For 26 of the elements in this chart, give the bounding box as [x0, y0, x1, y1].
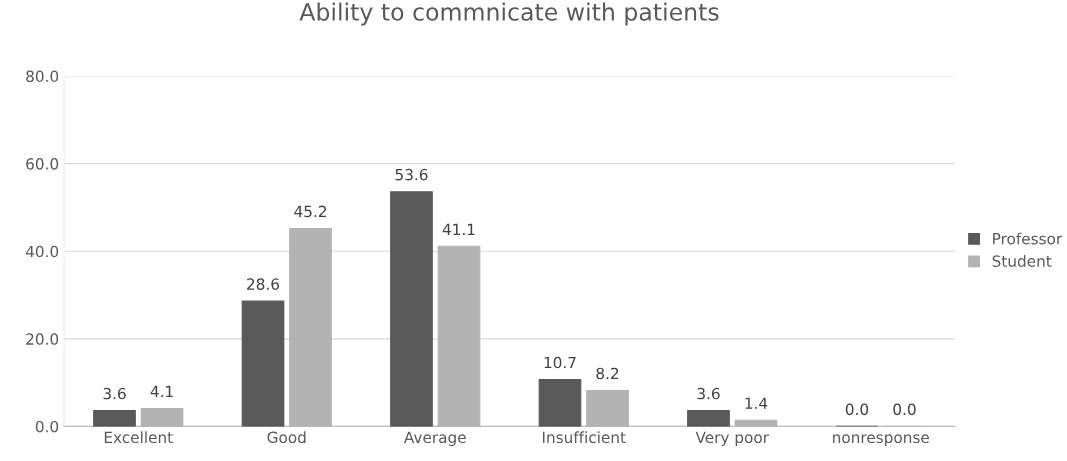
- x-tick-label: Insufficient: [542, 431, 626, 444]
- y-tick-label: 20.0: [26, 333, 59, 345]
- data-label: 10.7: [544, 356, 576, 369]
- data-label: 1.4: [745, 397, 768, 409]
- data-label: 28.6: [247, 278, 280, 290]
- data-label: 53.6: [395, 168, 428, 181]
- data-label: 3.6: [103, 387, 126, 400]
- data-label: 4.1: [150, 385, 173, 397]
- data-label: 3.6: [697, 387, 720, 400]
- y-tick-label: 60.0: [26, 158, 59, 170]
- x-tick-label: Average: [404, 431, 466, 447]
- x-tick-label: Excellent: [104, 431, 173, 444]
- data-label: 45.2: [294, 205, 326, 218]
- y-tick-label: 40.0: [25, 245, 59, 258]
- data-label: 8.2: [596, 367, 619, 380]
- legend-label: Professor: [993, 232, 1063, 245]
- x-tick-label: nonresponse: [833, 434, 929, 447]
- chart-title: Ability to commnicate with patients: [299, 2, 719, 26]
- y-tick-label: 80.0: [26, 70, 59, 83]
- x-tick-label: Good: [267, 431, 306, 444]
- x-tick-label: Very poor: [695, 431, 769, 447]
- data-label: 0.0: [845, 403, 869, 416]
- data-label: 0.0: [893, 403, 916, 416]
- y-tick-label: 0.0: [35, 420, 59, 433]
- legend-label: Student: [992, 255, 1052, 267]
- data-label: 41.1: [442, 223, 475, 235]
